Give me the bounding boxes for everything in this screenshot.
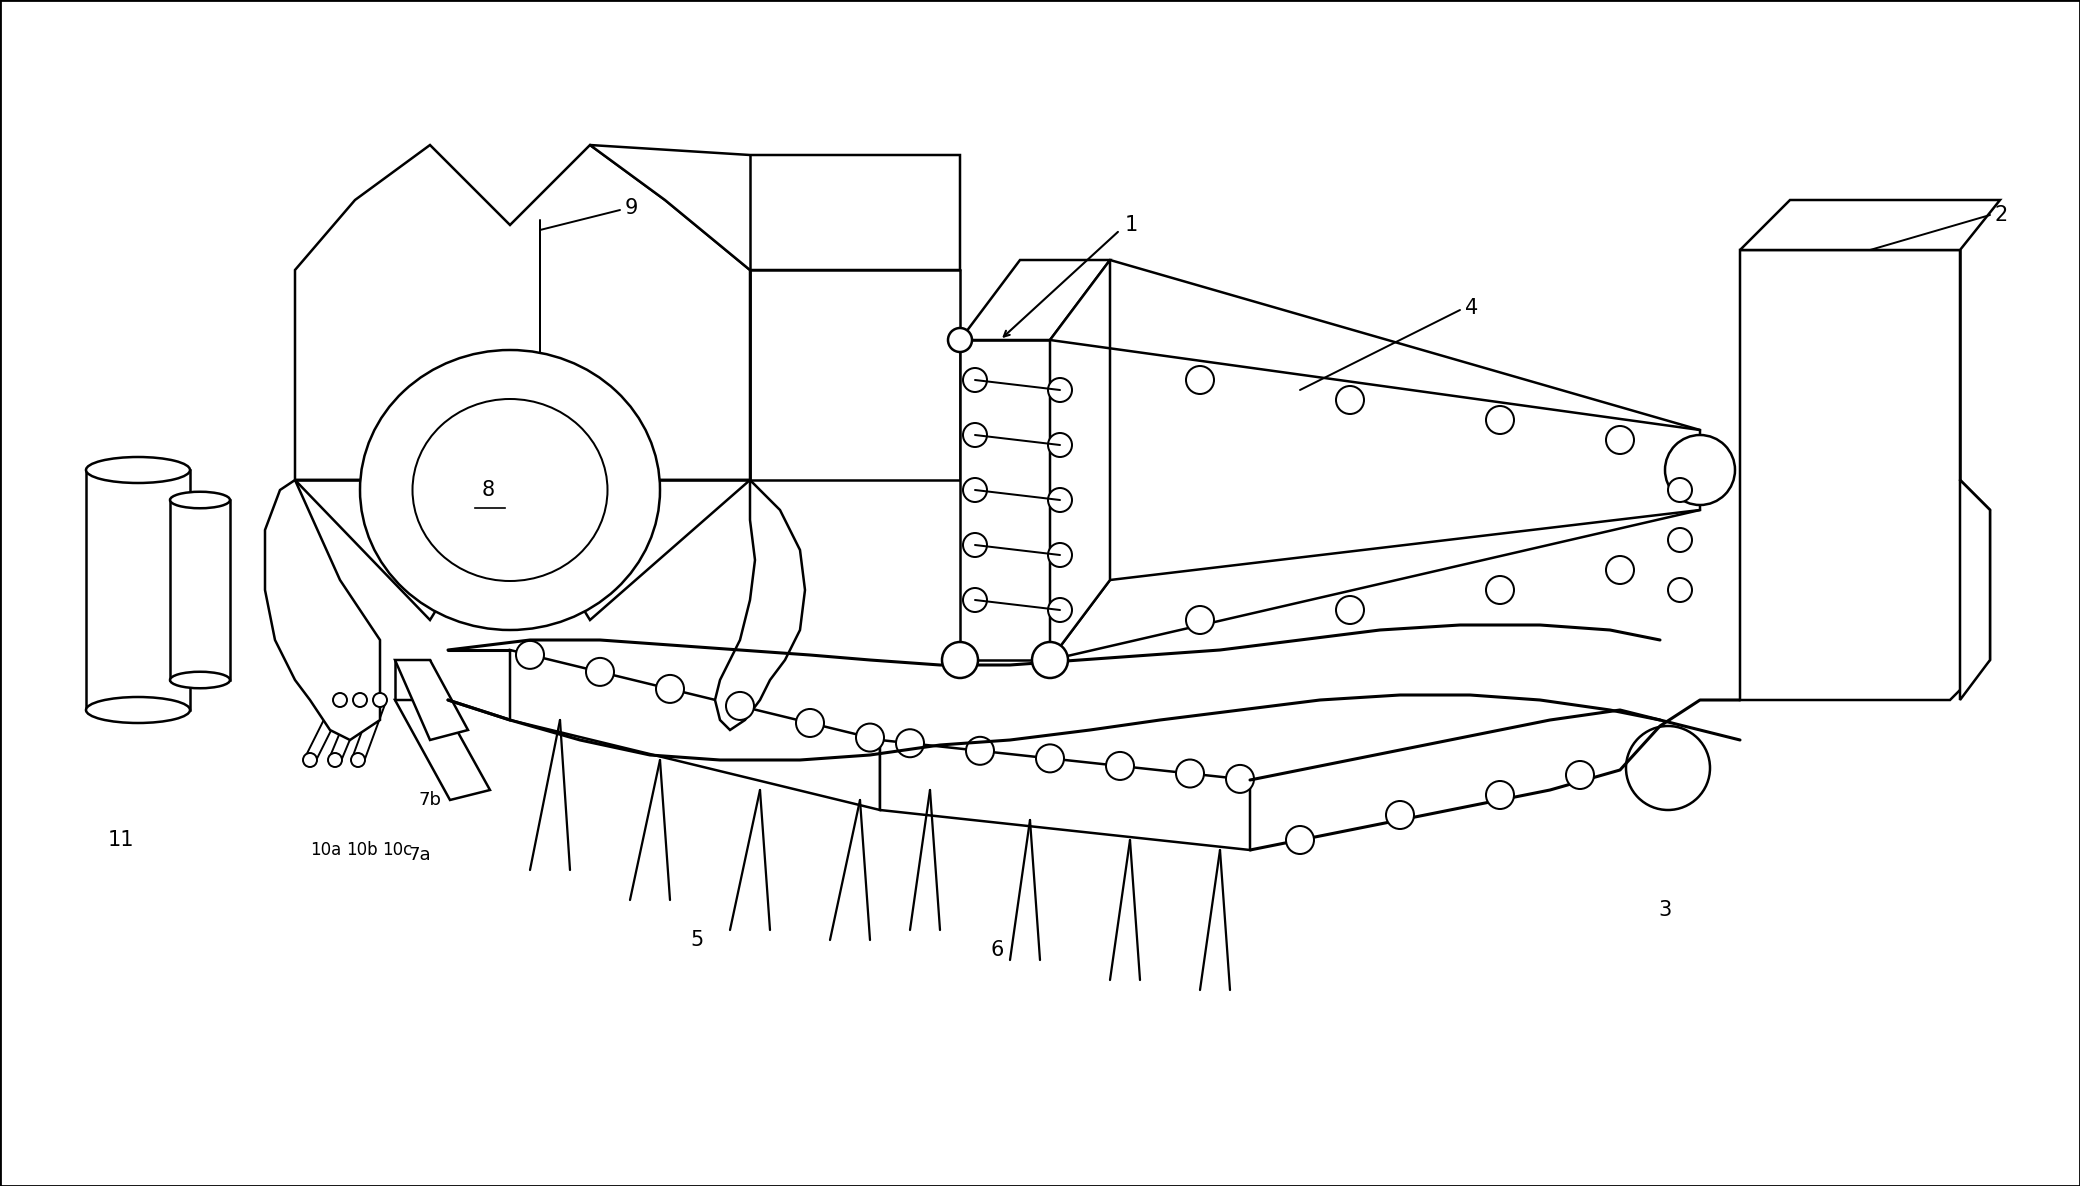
Circle shape — [1627, 726, 1710, 810]
Circle shape — [1606, 556, 1635, 584]
Circle shape — [1186, 606, 1215, 635]
Circle shape — [963, 423, 988, 447]
Circle shape — [857, 723, 884, 752]
Circle shape — [1485, 406, 1514, 434]
Circle shape — [1285, 825, 1315, 854]
Circle shape — [1664, 435, 1735, 505]
Polygon shape — [1050, 260, 1699, 659]
Circle shape — [1566, 761, 1593, 789]
Circle shape — [1048, 378, 1071, 402]
Text: 8: 8 — [480, 480, 495, 500]
Circle shape — [942, 642, 978, 678]
Circle shape — [1036, 745, 1065, 772]
Circle shape — [329, 753, 341, 767]
Polygon shape — [264, 480, 381, 740]
Text: 6: 6 — [990, 940, 1003, 959]
Circle shape — [1175, 759, 1204, 788]
Circle shape — [333, 693, 347, 707]
Polygon shape — [295, 480, 751, 620]
Circle shape — [1668, 578, 1691, 602]
Polygon shape — [591, 145, 961, 270]
Circle shape — [726, 691, 755, 720]
Polygon shape — [395, 659, 468, 740]
Polygon shape — [751, 270, 961, 480]
Circle shape — [1335, 597, 1364, 624]
Circle shape — [587, 658, 614, 686]
Ellipse shape — [85, 457, 189, 483]
Circle shape — [1606, 426, 1635, 454]
Circle shape — [1048, 598, 1071, 621]
Polygon shape — [510, 650, 880, 810]
Text: 2: 2 — [1995, 205, 2009, 225]
Polygon shape — [295, 145, 751, 480]
Circle shape — [1668, 528, 1691, 551]
Circle shape — [372, 693, 387, 707]
Circle shape — [1048, 487, 1071, 512]
Text: 10a: 10a — [310, 841, 341, 859]
Text: 11: 11 — [108, 830, 135, 850]
Text: 9: 9 — [624, 198, 639, 218]
Ellipse shape — [171, 492, 231, 509]
Text: 7b: 7b — [418, 791, 441, 809]
Polygon shape — [395, 700, 491, 801]
Text: 4: 4 — [1464, 298, 1479, 318]
Circle shape — [354, 693, 366, 707]
Polygon shape — [1050, 260, 1111, 659]
Circle shape — [1668, 478, 1691, 502]
Circle shape — [1225, 765, 1254, 793]
Polygon shape — [1959, 480, 1991, 700]
Circle shape — [304, 753, 316, 767]
Circle shape — [896, 729, 924, 757]
Ellipse shape — [360, 350, 659, 630]
Text: 5: 5 — [691, 930, 703, 950]
Polygon shape — [1741, 200, 2001, 250]
Circle shape — [965, 737, 994, 765]
Circle shape — [1485, 576, 1514, 604]
Circle shape — [1032, 642, 1067, 678]
Circle shape — [655, 675, 684, 703]
Polygon shape — [1741, 250, 1991, 700]
Ellipse shape — [171, 671, 231, 688]
Ellipse shape — [85, 697, 189, 723]
Circle shape — [1335, 385, 1364, 414]
Text: 1: 1 — [1125, 215, 1138, 235]
Text: 7a: 7a — [408, 846, 431, 863]
Polygon shape — [171, 500, 231, 680]
Ellipse shape — [412, 398, 607, 581]
Circle shape — [797, 709, 824, 737]
Text: 10b: 10b — [345, 841, 379, 859]
Circle shape — [516, 640, 545, 669]
Polygon shape — [961, 340, 1050, 659]
Text: 10c: 10c — [383, 841, 412, 859]
Polygon shape — [961, 260, 1111, 340]
Circle shape — [1048, 543, 1071, 567]
Circle shape — [963, 478, 988, 502]
Circle shape — [352, 753, 364, 767]
Circle shape — [963, 368, 988, 393]
Circle shape — [1107, 752, 1134, 780]
Circle shape — [1186, 366, 1215, 394]
Circle shape — [1385, 801, 1414, 829]
Circle shape — [1048, 433, 1071, 457]
Circle shape — [963, 588, 988, 612]
Circle shape — [963, 533, 988, 557]
Polygon shape — [880, 740, 1250, 850]
Polygon shape — [85, 470, 189, 710]
Text: 3: 3 — [1658, 900, 1670, 920]
Polygon shape — [716, 480, 805, 731]
Circle shape — [948, 329, 971, 352]
Circle shape — [1485, 782, 1514, 809]
